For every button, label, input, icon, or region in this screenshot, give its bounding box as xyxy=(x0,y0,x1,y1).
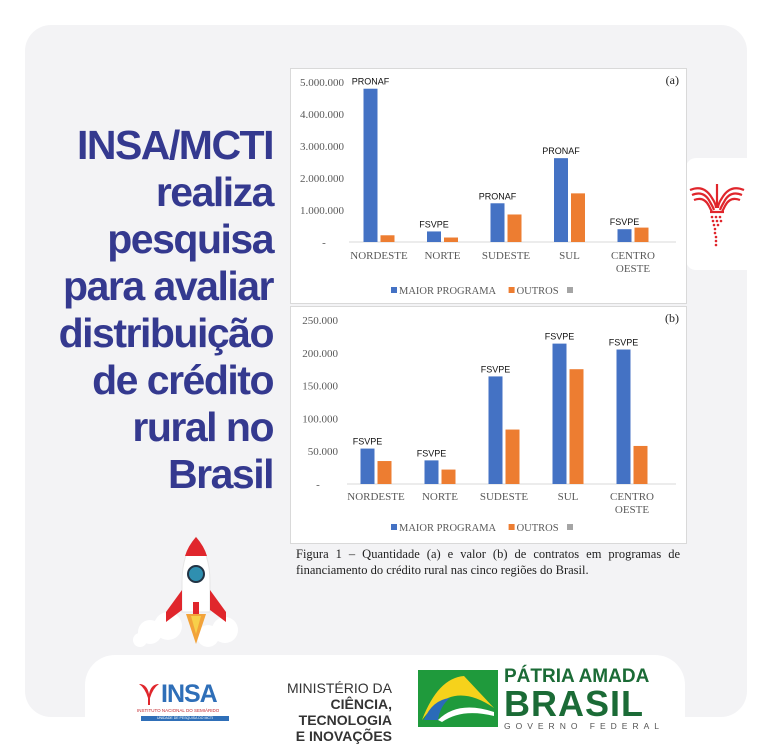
bar-maior-programa xyxy=(424,460,439,484)
footer-logo-bar xyxy=(85,655,685,755)
governo-federal-logo: PÁTRIA AMADA BRASIL GOVERNO FEDERAL xyxy=(504,666,665,732)
bar-data-label: PRONAF xyxy=(479,191,517,201)
insa-unit: UNIDADE DE PESQUISA DO MCTI xyxy=(141,716,229,721)
x-category-label: SUL xyxy=(558,491,579,503)
legend-label: OUTROS xyxy=(517,286,559,297)
bar-outros xyxy=(634,227,649,242)
y-tick-label: 2.000.000 xyxy=(300,173,345,185)
bar-outros xyxy=(380,235,395,242)
x-category-label: CENTRO xyxy=(610,491,654,503)
x-category-label: NORDESTE xyxy=(347,491,405,503)
legend-label: MAIOR PROGRAMA xyxy=(399,286,497,297)
brasil-flag-logo-icon xyxy=(418,670,498,727)
bar-outros xyxy=(444,237,458,242)
legend-label: OUTROS xyxy=(517,523,559,534)
mcti-line: E INOVAÇÕES xyxy=(295,728,392,744)
y-tick-label: 200.000 xyxy=(302,348,338,360)
bar-maior-programa xyxy=(490,203,505,242)
bar-maior-programa xyxy=(616,349,631,484)
legend-label: MAIOR PROGRAMA xyxy=(399,523,497,534)
headline-line: INSA/MCTI xyxy=(76,122,275,168)
bar-data-label: FSVPE xyxy=(419,219,449,229)
y-tick-label: 150.000 xyxy=(302,381,338,393)
headline-line: realiza xyxy=(155,169,275,215)
bar-outros xyxy=(633,445,648,484)
bar-data-label: FSVPE xyxy=(417,448,447,458)
y-tick-label: 250.000 xyxy=(302,315,338,327)
y-tick-label: - xyxy=(322,237,326,249)
legend-swatch xyxy=(567,287,573,293)
x-category-label: NORTE xyxy=(422,491,458,503)
x-category-label: SUDESTE xyxy=(480,491,529,503)
bar-outros xyxy=(441,469,456,484)
x-category-label: CENTRO xyxy=(611,250,655,262)
y-tick-label: 1.000.000 xyxy=(300,205,345,217)
headline-line: rural no xyxy=(132,404,274,450)
chart-a-svg: - 1.000.000 2.000.000 3.000.000 4.000.000 5.0… xyxy=(300,73,679,297)
figure-caption: Figura 1 – Quantidade (a) e valor (b) de… xyxy=(296,547,680,577)
y-tick-label: 3.000.000 xyxy=(300,141,345,153)
bar-outros xyxy=(571,193,585,242)
x-category-label: NORDESTE xyxy=(350,250,408,262)
gov-line3: GOVERNO FEDERAL xyxy=(504,721,665,731)
x-category-label: OESTE xyxy=(616,263,651,275)
insa-subtitle: INSTITUTO NACIONAL DO SEMIÁRIDO xyxy=(137,708,220,713)
bar-outros xyxy=(505,429,520,484)
y-tick-label: 5.000.000 xyxy=(300,77,345,89)
x-category-label: SUL xyxy=(559,250,580,262)
chart-a-contract-quantity: - 1.000.000 2.000.000 3.000.000 4.000.000 5.0… xyxy=(290,68,687,304)
bar-maior-programa xyxy=(360,448,375,484)
bar-outros xyxy=(377,461,392,484)
bar-data-label: FSVPE xyxy=(610,217,640,227)
y-tick-label: 100.000 xyxy=(302,413,338,425)
y-tick-label: 50.000 xyxy=(308,446,339,458)
mcti-line: MINISTÉRIO DA xyxy=(286,680,392,696)
bar-maior-programa xyxy=(427,231,441,242)
chart-b-svg: - 50.000 100.000 150.000 200.000 250.000 (b) FS… xyxy=(302,311,679,534)
bar-maior-programa xyxy=(554,158,568,242)
x-category-label: NORTE xyxy=(424,250,460,262)
chart-b-contract-value: - 50.000 100.000 150.000 200.000 250.000 (b) FS… xyxy=(290,306,687,544)
x-category-label: SUDESTE xyxy=(482,250,531,262)
bar-data-label: FSVPE xyxy=(353,437,383,447)
headline: INSA/MCTI realiza pesquisa para avaliar … xyxy=(30,122,275,498)
headline-line: para avaliar xyxy=(63,263,274,309)
headline-line: distribuição xyxy=(58,310,275,356)
legend-swatch xyxy=(391,287,397,293)
bar-maior-programa xyxy=(552,343,567,484)
bar-data-label: FSVPE xyxy=(481,364,511,374)
bar-data-label: PRONAF xyxy=(542,146,580,156)
insa-bird-logo-icon xyxy=(689,184,745,247)
gov-line1: PÁTRIA AMADA xyxy=(504,666,650,687)
legend-swatch xyxy=(508,287,515,293)
headline-line: de crédito xyxy=(92,357,274,403)
bar-data-label: FSVPE xyxy=(609,338,639,348)
legend-swatch xyxy=(391,524,397,530)
headline-line: Brasil xyxy=(168,451,274,497)
legend-swatch xyxy=(508,524,515,530)
insa-logo: INSA INSTITUTO NACIONAL DO SEMIÁRIDO UNI… xyxy=(137,680,233,724)
mcti-line: CIÊNCIA, TECNOLOGIA xyxy=(298,696,392,728)
insa-bird-icon xyxy=(139,684,159,705)
bar-maior-programa xyxy=(617,229,632,242)
panel-label: (a) xyxy=(666,73,679,87)
bar-maior-programa xyxy=(363,88,378,242)
bar-data-label: FSVPE xyxy=(545,332,575,342)
bar-outros xyxy=(507,214,522,242)
panel-label: (b) xyxy=(665,311,679,325)
rocket-icon xyxy=(133,536,238,647)
mcti-logo: MINISTÉRIO DA CIÊNCIA, TECNOLOGIA E INOV… xyxy=(236,680,392,744)
bar-data-label: PRONAF xyxy=(352,77,390,87)
x-category-label: OESTE xyxy=(615,504,650,516)
side-logo-tab xyxy=(686,158,768,270)
headline-line: pesquisa xyxy=(107,216,274,262)
gov-line2: BRASIL xyxy=(504,683,644,724)
y-tick-label: 4.000.000 xyxy=(300,109,345,121)
legend-swatch xyxy=(567,524,573,530)
bar-maior-programa xyxy=(488,376,503,484)
bar-outros xyxy=(569,369,584,484)
y-tick-label: - xyxy=(316,479,320,491)
insa-wordmark: INSA xyxy=(161,680,218,708)
